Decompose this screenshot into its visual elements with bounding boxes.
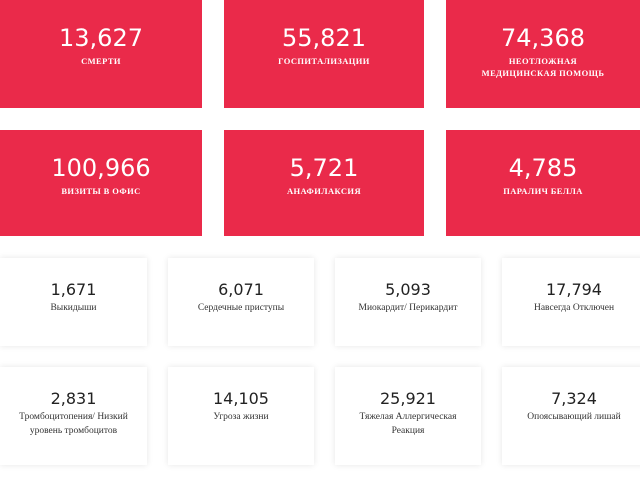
stat-number: 14,105: [213, 389, 269, 408]
stat-label: Миокардит/ Перикардит: [358, 303, 458, 313]
white-stat-card: 1,671 Выкидыши: [0, 258, 147, 346]
stat-number: 55,821: [282, 24, 366, 52]
stat-number: 17,794: [546, 280, 602, 299]
red-stat-card: 55,821 ГОСПИТАЛИЗАЦИИ: [224, 0, 424, 108]
stat-number: 25,921: [380, 389, 436, 408]
stat-number: 2,831: [50, 389, 97, 408]
red-stat-card: 74,368 НЕОТЛОЖНАЯ МЕДИЦИНСКАЯ ПОМОЩЬ: [446, 0, 640, 108]
stat-label: Угроза жизни: [213, 412, 269, 422]
stat-label: ВИЗИТЫ В ОФИС: [61, 186, 141, 196]
stat-number: 1,671: [50, 280, 97, 299]
red-stat-card: 13,627 СМЕРТИ: [0, 0, 202, 108]
white-stat-card: 6,071 Сердечные приступы: [168, 258, 314, 346]
stat-number: 7,324: [551, 389, 597, 408]
stat-label: НЕОТЛОЖНАЯ МЕДИЦИНСКАЯ ПОМОЩЬ: [481, 56, 605, 78]
stat-number: 4,785: [508, 154, 578, 182]
stat-number: 100,966: [51, 154, 151, 182]
red-stat-card: 100,966 ВИЗИТЫ В ОФИС: [0, 130, 202, 236]
stat-number: 5,721: [289, 154, 359, 182]
stat-label: ПАРАЛИЧ БЕЛЛА: [503, 186, 583, 196]
stat-number: 13,627: [59, 24, 143, 52]
stat-label: СМЕРТИ: [81, 56, 121, 66]
white-stat-card: 2,831 Тромбоцитопения/ Низкий уровень тро…: [0, 367, 147, 465]
stat-number: 74,368: [501, 24, 585, 52]
white-stat-card: 17,794 Навсегда Отключен: [502, 258, 640, 346]
red-stat-card: 4,785 ПАРАЛИЧ БЕЛЛА: [446, 130, 640, 236]
stat-label: АНАФИЛАКСИЯ: [287, 186, 361, 196]
white-stat-card: 14,105 Угроза жизни: [168, 367, 314, 465]
stat-label: Выкидыши: [50, 303, 97, 313]
white-stat-card: 25,921 Тяжелая Аллергическая Реакция: [335, 367, 481, 465]
stat-label: Навсегда Отключен: [533, 303, 615, 313]
stat-label: Сердечные приступы: [197, 303, 285, 313]
stat-label: ГОСПИТАЛИЗАЦИИ: [278, 56, 370, 66]
white-stat-card: 7,324 Опоясывающий лишай: [502, 367, 640, 465]
stat-label: Опоясывающий лишай: [527, 412, 621, 422]
red-stat-card: 5,721 АНАФИЛАКСИЯ: [224, 130, 424, 236]
stat-label: Тяжелая Аллергическая Реакция: [359, 412, 457, 436]
white-stat-card: 5,093 Миокардит/ Перикардит: [335, 258, 481, 346]
stat-number: 6,071: [218, 280, 264, 299]
stat-label: Тромбоцитопения/ Низкий уровень тромбоци…: [19, 412, 128, 436]
stat-number: 5,093: [385, 280, 431, 299]
